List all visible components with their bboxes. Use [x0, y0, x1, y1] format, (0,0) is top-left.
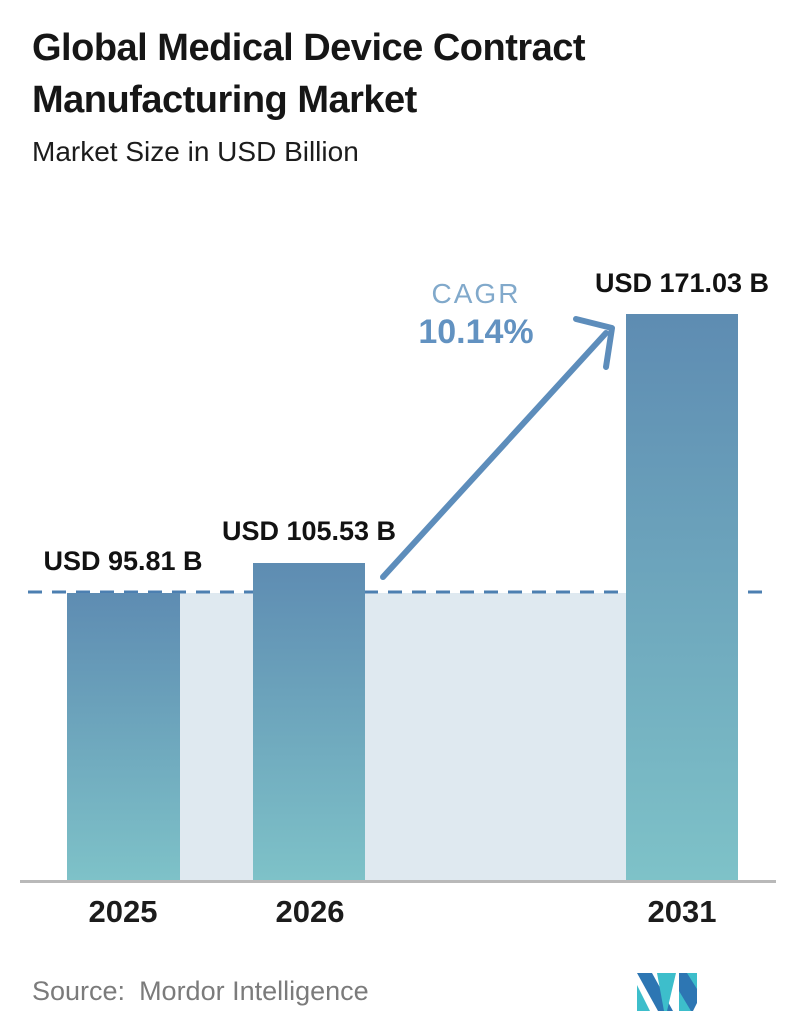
source-label: Source:: [32, 976, 126, 1006]
bar-2026: [253, 563, 365, 881]
bar-value-label-2031: USD 171.03 B: [594, 268, 770, 298]
x-axis-label-2025: 2025: [88, 894, 158, 929]
bar-2031: [626, 314, 738, 881]
x-axis-label-2031: 2031: [647, 894, 717, 929]
x-axis-label-2026: 2026: [275, 894, 345, 929]
cagr-annotation: CAGR 10.14%: [418, 278, 533, 352]
cagr-label: CAGR: [431, 278, 521, 309]
x-axis-baseline: [20, 880, 776, 883]
bar-value-label-2025: USD 95.81 B: [43, 546, 203, 576]
page-subtitle: Market Size in USD Billion: [32, 136, 359, 167]
source-attribution: Source: Mordor Intelligence: [32, 976, 369, 1007]
bar-2025: [67, 593, 180, 881]
cagr-value: 10.14%: [418, 313, 534, 351]
mordor-intelligence-logo-icon: [637, 973, 697, 1011]
page-title: Global Medical Device Contract Manufactu…: [32, 27, 586, 122]
bar-value-label-2026: USD 105.53 B: [221, 516, 397, 546]
source-name: Mordor Intelligence: [139, 976, 369, 1006]
